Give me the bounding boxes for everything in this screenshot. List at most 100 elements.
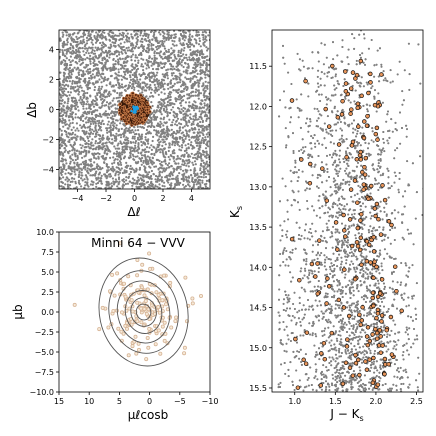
field-star-point bbox=[197, 97, 200, 100]
field-star-point bbox=[64, 68, 67, 71]
field-star-point bbox=[134, 56, 137, 59]
field-star-point bbox=[59, 39, 62, 42]
field-star-point bbox=[100, 93, 103, 96]
field-star-point bbox=[156, 45, 160, 48]
field-star-point bbox=[108, 113, 111, 116]
cluster-member-point bbox=[127, 120, 131, 124]
field-star-point bbox=[150, 169, 153, 173]
field-star-point bbox=[135, 37, 138, 40]
field-star-point bbox=[115, 55, 119, 58]
field-star-point bbox=[98, 48, 101, 51]
field-star-point bbox=[127, 84, 130, 87]
field-star-point bbox=[145, 76, 148, 79]
field-star-point bbox=[69, 87, 72, 90]
field-star-point bbox=[59, 118, 61, 121]
field-star-point bbox=[207, 117, 210, 120]
field-star-point bbox=[95, 152, 98, 155]
field-star-point bbox=[71, 79, 74, 83]
field-star-point bbox=[87, 121, 90, 124]
field-star-point bbox=[203, 90, 206, 94]
field-star-point bbox=[141, 126, 144, 129]
field-star-point bbox=[63, 129, 66, 133]
field-star-point bbox=[60, 86, 63, 89]
field-star-point bbox=[152, 172, 155, 176]
field-star-point bbox=[205, 31, 208, 34]
proper-motion-point bbox=[135, 319, 140, 324]
field-star-point bbox=[93, 110, 96, 113]
field-star-point bbox=[62, 40, 66, 43]
field-star-point bbox=[192, 185, 195, 188]
field-star-point bbox=[143, 168, 146, 171]
proper-motion-point bbox=[97, 327, 102, 332]
field-star-point bbox=[61, 117, 64, 120]
field-star-point bbox=[167, 31, 170, 34]
field-star-point bbox=[73, 80, 76, 83]
field-star-point bbox=[193, 160, 197, 163]
field-star-point bbox=[91, 43, 94, 46]
x-tick-label: 0 bbox=[147, 397, 152, 406]
field-star-point bbox=[180, 111, 183, 114]
field-star-point bbox=[77, 71, 80, 74]
field-star-point bbox=[72, 86, 75, 89]
field-star-point bbox=[87, 112, 91, 115]
field-star-point bbox=[74, 61, 77, 64]
field-star-point bbox=[91, 48, 94, 52]
field-star-point bbox=[157, 41, 160, 45]
field-star-point bbox=[146, 155, 149, 158]
field-star-point bbox=[99, 187, 103, 189]
field-star-point bbox=[151, 104, 154, 108]
sky-map-x-ticks: −4 −2 0 2 4 bbox=[72, 189, 194, 203]
field-star-point bbox=[184, 101, 187, 104]
field-star-point bbox=[87, 139, 90, 143]
field-star-point bbox=[197, 128, 201, 131]
field-star-point bbox=[117, 68, 120, 71]
field-star-point bbox=[74, 86, 77, 89]
field-star-point bbox=[182, 109, 185, 113]
field-star-point bbox=[202, 70, 205, 74]
field-star-point bbox=[160, 91, 163, 94]
field-star-point bbox=[182, 30, 185, 33]
field-star-point bbox=[182, 70, 185, 73]
field-star-point bbox=[74, 113, 77, 116]
field-star-point bbox=[188, 45, 191, 48]
field-star-point bbox=[176, 181, 179, 184]
field-star-point bbox=[142, 58, 145, 61]
field-star-point bbox=[162, 141, 165, 144]
field-star-point bbox=[95, 31, 98, 34]
field-star-point bbox=[104, 175, 107, 178]
field-star-point bbox=[185, 77, 188, 81]
field-star-point bbox=[140, 154, 144, 157]
proper-motion-panel: 15 10 5 0 −5 −10 −10.0−7.5−5.0−2.50.02.55.07.… bbox=[11, 228, 218, 422]
field-star-point bbox=[153, 118, 156, 121]
field-star-point bbox=[74, 158, 77, 162]
field-star-point bbox=[201, 31, 204, 34]
field-star-point bbox=[129, 78, 133, 81]
field-star-point bbox=[75, 137, 78, 141]
field-star-point bbox=[148, 156, 151, 159]
field-star-point bbox=[73, 148, 76, 151]
cluster-member-point bbox=[145, 108, 150, 112]
field-star-point bbox=[136, 176, 139, 179]
field-star-point bbox=[60, 60, 63, 63]
x-tick-label: −5 bbox=[174, 397, 186, 406]
field-star-point bbox=[91, 138, 94, 141]
field-star-point bbox=[166, 77, 169, 80]
field-star-point bbox=[79, 124, 82, 127]
field-star-point bbox=[147, 150, 150, 153]
field-star-point bbox=[85, 63, 88, 66]
field-star-point bbox=[121, 149, 124, 152]
field-star-point bbox=[196, 158, 199, 161]
field-star-point bbox=[68, 138, 71, 142]
field-star-point bbox=[157, 65, 160, 68]
field-star-point bbox=[129, 170, 132, 174]
field-star-point bbox=[88, 158, 91, 161]
field-star-point bbox=[127, 142, 130, 145]
field-star-point bbox=[115, 150, 118, 153]
field-star-point bbox=[118, 167, 121, 170]
field-star-point bbox=[129, 129, 132, 132]
field-star-point bbox=[62, 141, 65, 144]
field-star-point bbox=[193, 74, 196, 78]
field-star-point bbox=[199, 120, 202, 124]
field-star-point bbox=[174, 184, 177, 187]
proper-motion-point bbox=[144, 357, 149, 362]
